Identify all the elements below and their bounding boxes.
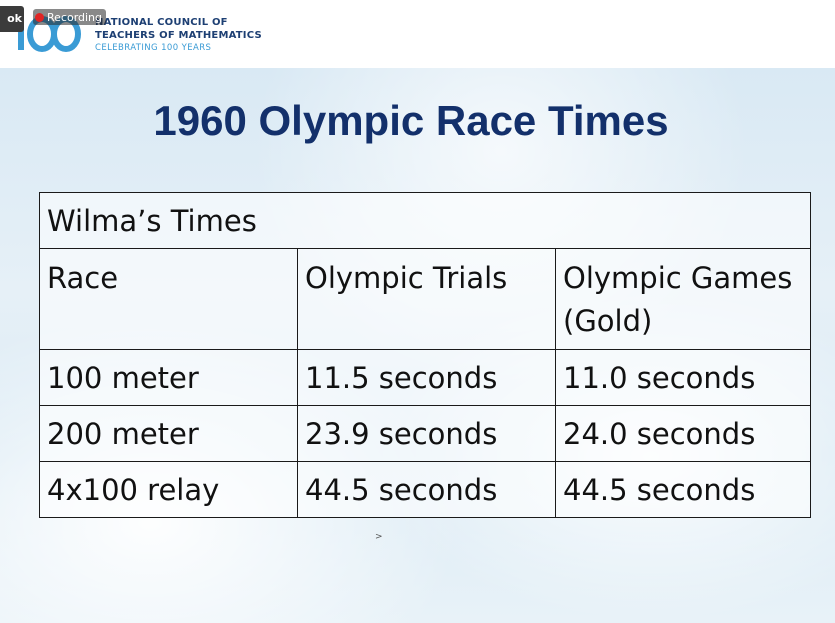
slide-title: 1960 Olympic Race Times xyxy=(153,97,669,144)
table-row: 200 meter 23.9 seconds 24.0 seconds xyxy=(39,405,811,462)
org-tagline: CELEBRATING 100 YEARS xyxy=(95,43,212,53)
recording-indicator[interactable]: Recording xyxy=(33,9,107,25)
pointer-chevron-icon: > xyxy=(375,532,383,542)
recording-label: Recording xyxy=(47,10,103,24)
race-times-table: Wilma’s Times Race Olympic Trials Olympi… xyxy=(39,192,811,518)
table-row: 100 meter 11.5 seconds 11.0 seconds xyxy=(39,349,811,406)
cell-race: 100 meter xyxy=(39,349,298,406)
cell-trials-time: 23.9 seconds xyxy=(297,405,556,462)
cell-games-time: 24.0 seconds xyxy=(555,405,811,462)
table-row: 4x100 relay 44.5 seconds 44.5 seconds xyxy=(39,461,811,518)
table-caption-row: Wilma’s Times xyxy=(39,192,811,249)
org-name-line-2: TEACHERS OF MATHEMATICS xyxy=(95,30,262,41)
cell-race: 200 meter xyxy=(39,405,298,462)
header-race: Race xyxy=(39,248,298,350)
app-tab-tag[interactable]: ok xyxy=(0,6,24,32)
cell-games-time: 11.0 seconds xyxy=(555,349,811,406)
table-caption: Wilma’s Times xyxy=(39,192,811,249)
header-olympic-games: Olympic Games (Gold) xyxy=(555,248,811,350)
cell-trials-time: 11.5 seconds xyxy=(297,349,556,406)
cell-trials-time: 44.5 seconds xyxy=(297,461,556,518)
cell-games-time: 44.5 seconds xyxy=(555,461,811,518)
org-name-line-1: NATIONAL COUNCIL OF xyxy=(95,17,228,28)
organization-name: NATIONAL COUNCIL OF TEACHERS OF MATHEMAT… xyxy=(95,16,262,55)
recording-dot-icon xyxy=(35,12,44,22)
cell-race: 4x100 relay xyxy=(39,461,298,518)
header-olympic-trials: Olympic Trials xyxy=(297,248,556,350)
presentation-header: NATIONAL COUNCIL OF TEACHERS OF MATHEMAT… xyxy=(0,0,835,68)
table-header-row: Race Olympic Trials Olympic Games (Gold) xyxy=(39,248,811,350)
